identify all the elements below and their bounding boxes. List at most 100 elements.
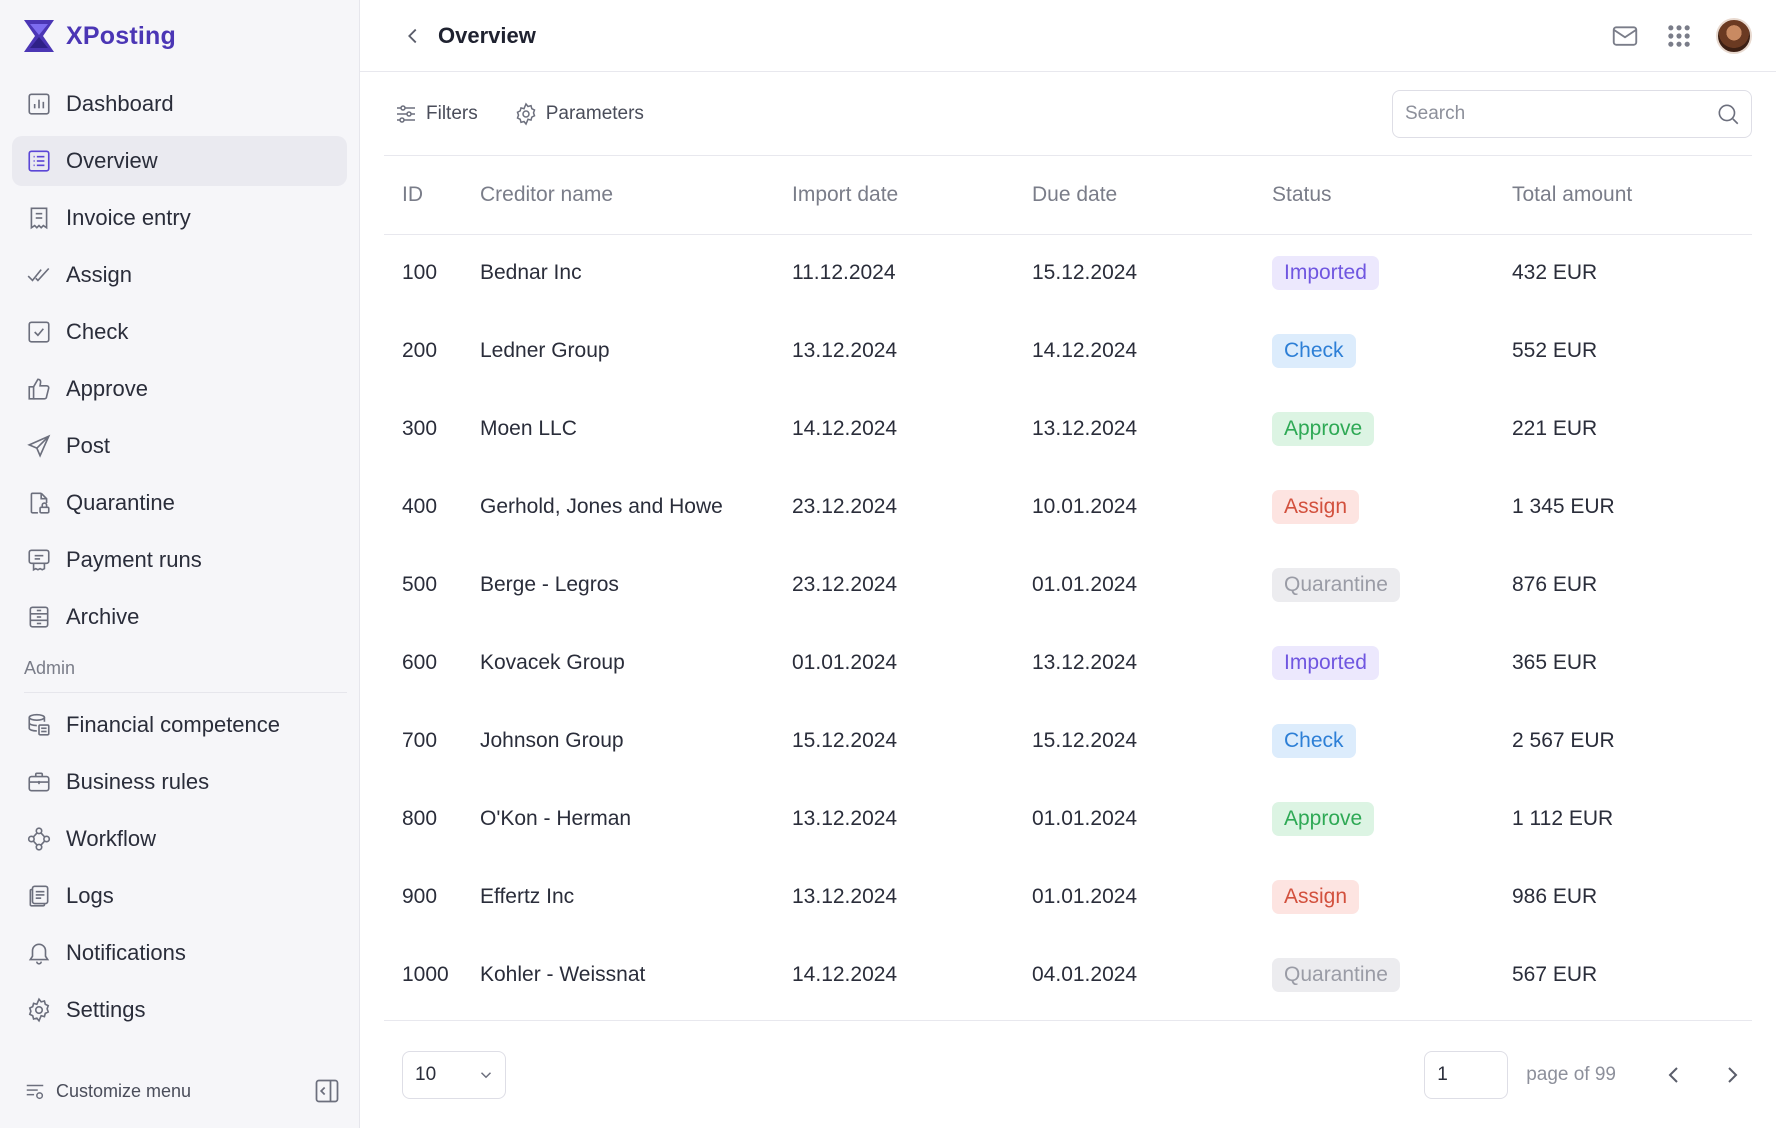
- file-lock-icon: [25, 490, 52, 517]
- archive-icon: [25, 604, 52, 631]
- table-row[interactable]: 900 Effertz Inc 13.12.2024 01.01.2024 Assign…: [384, 858, 1752, 936]
- page-number-input[interactable]: [1424, 1050, 1509, 1099]
- checkbox-icon: [25, 319, 52, 346]
- previous-page-button[interactable]: [1654, 1055, 1694, 1095]
- cell-creditor-name: Ledner Group: [480, 339, 610, 362]
- cell-total-amount: 432 EUR: [1512, 261, 1598, 285]
- cell-creditor-name: Kovacek Group: [480, 651, 625, 674]
- sidebar-item-financial-competence[interactable]: Financial competence: [12, 700, 347, 750]
- cell-import-date: 23.12.2024: [792, 573, 898, 596]
- payment-icon: [25, 547, 52, 574]
- cell-id: 600: [402, 651, 438, 674]
- status-badge: Imported: [1272, 646, 1379, 680]
- status-badge: Check: [1272, 724, 1356, 758]
- cell-status: Approve: [1272, 780, 1512, 858]
- database-icon: [25, 712, 52, 739]
- sidebar-item-settings[interactable]: Settings: [12, 985, 347, 1035]
- sidebar-item-label: Approve: [66, 376, 148, 401]
- sidebar-item-business-rules[interactable]: Business rules: [12, 757, 347, 807]
- status-badge: Assign: [1272, 490, 1360, 524]
- cell-creditor-name: O'Kon - Herman: [480, 807, 632, 830]
- cell-total-amount: 365 EUR: [1512, 651, 1598, 674]
- customize-menu-button[interactable]: Customize menu: [24, 1080, 191, 1102]
- page-size-value: 10: [415, 1063, 437, 1085]
- sliders-icon: [394, 102, 418, 126]
- cell-due-date: 01.01.2024: [1032, 885, 1138, 908]
- sidebar-item-dashboard[interactable]: Dashboard: [12, 79, 347, 129]
- table-row[interactable]: 200 Ledner Group 13.12.2024 14.12.2024 Check…: [384, 312, 1752, 390]
- main-content: Overview Filters Parameters: [360, 0, 1776, 1128]
- page-size-select[interactable]: 10: [402, 1050, 506, 1099]
- sidebar-item-label: Overview: [66, 148, 158, 173]
- back-button[interactable]: [396, 19, 430, 53]
- sidebar-item-archive[interactable]: Archive: [12, 592, 347, 642]
- cell-status: Check: [1272, 312, 1512, 390]
- sidebar-item-label: Payment runs: [66, 547, 202, 572]
- column-header-due-date[interactable]: Due date: [1032, 182, 1118, 206]
- sidebar-item-label: Settings: [66, 997, 146, 1022]
- sidebar-item-invoice-entry[interactable]: Invoice entry: [12, 193, 347, 243]
- cell-total-amount: 876 EUR: [1512, 573, 1598, 596]
- table-row[interactable]: 600 Kovacek Group 01.01.2024 13.12.2024 Impo…: [384, 624, 1752, 702]
- cell-import-date: 13.12.2024: [792, 885, 898, 908]
- top-actions: [1588, 17, 1752, 54]
- column-header-total-amount[interactable]: Total amount: [1512, 182, 1633, 206]
- cell-import-date: 23.12.2024: [792, 495, 898, 518]
- parameters-label: Parameters: [545, 102, 644, 124]
- parameters-button[interactable]: Parameters: [514, 102, 644, 126]
- cell-due-date: 13.12.2024: [1032, 417, 1138, 440]
- sidebar-item-assign[interactable]: Assign: [12, 250, 347, 300]
- column-header-id[interactable]: ID: [402, 182, 423, 206]
- table-row[interactable]: 800 O'Kon - Herman 13.12.2024 01.01.2024 App…: [384, 780, 1752, 858]
- collapse-sidebar-button[interactable]: [313, 1077, 341, 1105]
- filters-button[interactable]: Filters: [394, 102, 478, 126]
- sidebar-item-logs[interactable]: Logs: [12, 871, 347, 921]
- logs-icon: [25, 883, 52, 910]
- cell-id: 400: [402, 495, 438, 518]
- cell-status: Imported: [1272, 624, 1512, 702]
- table-row[interactable]: 100 Bednar Inc 11.12.2024 15.12.2024 Importe…: [384, 234, 1752, 312]
- sidebar-item-payment-runs[interactable]: Payment runs: [12, 535, 347, 585]
- cell-import-date: 01.01.2024: [792, 651, 898, 674]
- table-row[interactable]: 1000 Kohler - Weissnat 14.12.2024 04.01.202…: [384, 936, 1752, 1014]
- table-row[interactable]: 300 Moen LLC 14.12.2024 13.12.2024 Approve 22…: [384, 390, 1752, 468]
- cell-status: Assign: [1272, 468, 1512, 546]
- brand-name: XPosting: [66, 21, 176, 50]
- mail-button[interactable]: [1608, 19, 1642, 53]
- search-input[interactable]: [1405, 102, 1715, 125]
- sidebar-item-label: Dashboard: [66, 91, 174, 116]
- search-icon[interactable]: [1715, 101, 1741, 127]
- table-row[interactable]: 400 Gerhold, Jones and Howe 23.12.2024 10.0…: [384, 468, 1752, 546]
- sidebar-item-notifications[interactable]: Notifications: [12, 928, 347, 978]
- sidebar-item-label: Check: [66, 319, 129, 344]
- sidebar-item-workflow[interactable]: Workflow: [12, 814, 347, 864]
- status-badge: Check: [1272, 334, 1356, 368]
- sidebar-item-quarantine[interactable]: Quarantine: [12, 478, 347, 528]
- table-row[interactable]: 700 Johnson Group 15.12.2024 15.12.2024 Chec…: [384, 702, 1752, 780]
- avatar[interactable]: [1716, 17, 1752, 54]
- next-page-button[interactable]: [1712, 1055, 1752, 1095]
- cell-due-date: 13.12.2024: [1032, 651, 1138, 674]
- sidebar-item-label: Assign: [66, 262, 133, 287]
- brand[interactable]: XPosting: [0, 0, 359, 72]
- column-header-status[interactable]: Status: [1272, 182, 1332, 206]
- cell-id: 700: [402, 729, 438, 752]
- cell-import-date: 14.12.2024: [792, 417, 898, 440]
- sidebar-item-post[interactable]: Post: [12, 421, 347, 471]
- cell-import-date: 13.12.2024: [792, 339, 898, 362]
- cell-id: 300: [402, 417, 438, 440]
- column-header-creditor-name[interactable]: Creditor name: [480, 182, 614, 206]
- sidebar-item-overview[interactable]: Overview: [12, 136, 347, 186]
- apps-button[interactable]: [1662, 19, 1696, 53]
- column-header-import-date[interactable]: Import date: [792, 182, 899, 206]
- cell-id: 100: [402, 261, 438, 285]
- cell-status: Imported: [1272, 234, 1512, 312]
- sidebar-item-approve[interactable]: Approve: [12, 364, 347, 414]
- collapse-sidebar-icon: [315, 1079, 339, 1103]
- admin-divider: [24, 692, 347, 693]
- sidebar: XPosting Dashboard Overview Invoice entr…: [0, 0, 360, 1128]
- sidebar-item-check[interactable]: Check: [12, 307, 347, 357]
- table-row[interactable]: 500 Berge - Legros 23.12.2024 01.01.2024 Qua…: [384, 546, 1752, 624]
- chevron-left-icon: [408, 28, 417, 43]
- chevron-down-icon: [480, 1071, 492, 1078]
